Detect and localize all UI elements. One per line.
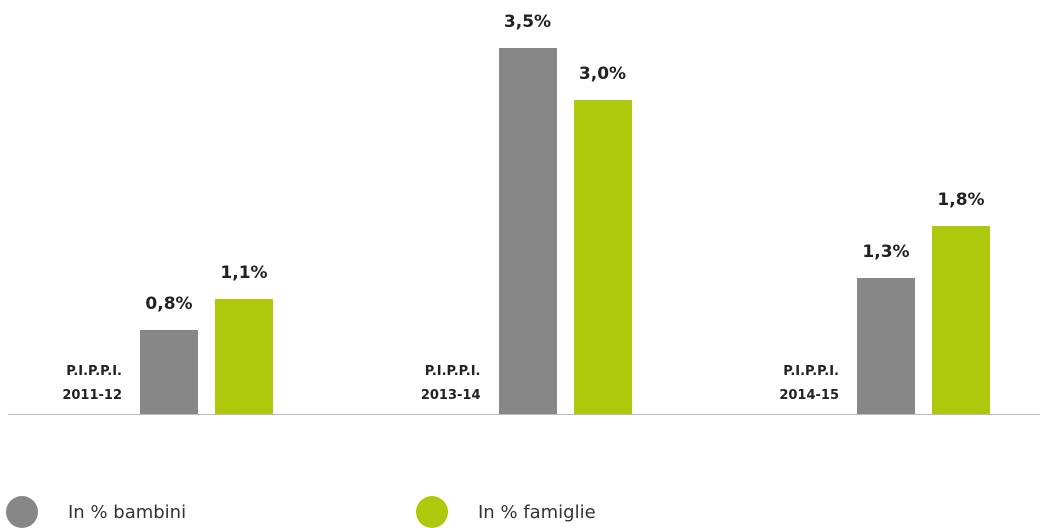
value-label: 1,1% [220, 262, 268, 283]
bar [573, 100, 632, 414]
legend-label: In % bambini [68, 502, 187, 523]
category-label: P.I.P.P.I. 2014-15 [779, 364, 839, 403]
bar [140, 330, 198, 414]
category-label: P.I.P.P.I. 2011-12 [62, 364, 122, 403]
bar [857, 278, 915, 414]
legend-swatch [416, 496, 448, 528]
baseline [8, 414, 1040, 415]
value-label: 0,8% [145, 294, 193, 315]
value-label: 3,0% [578, 64, 627, 85]
bar [932, 225, 990, 414]
legend-swatch [6, 496, 38, 528]
value-label: 1,3% [862, 242, 910, 263]
value-label: 1,8% [937, 189, 985, 210]
legend-label: In % famiglie [478, 502, 596, 523]
bar [498, 48, 557, 414]
value-label: 3,5% [503, 12, 552, 32]
bar [215, 298, 273, 414]
category-label: P.I.P.P.I. 2013-14 [420, 364, 481, 403]
